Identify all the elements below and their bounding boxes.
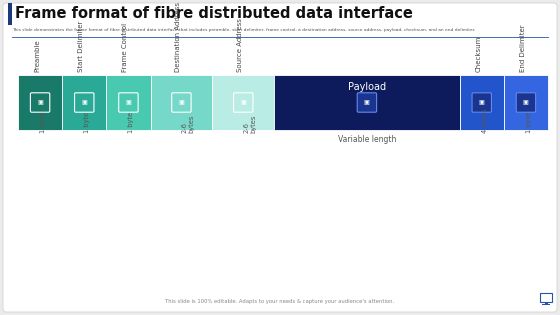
Text: ▣: ▣	[179, 100, 184, 105]
Bar	[274, 75, 460, 130]
Bar	[106, 75, 151, 130]
Text: End Delimiter: End Delimiter	[520, 24, 526, 72]
Text: ▣: ▣	[37, 100, 43, 105]
Text: 2-6
bytes: 2-6 bytes	[181, 115, 194, 133]
FancyBboxPatch shape	[3, 3, 557, 312]
FancyBboxPatch shape	[172, 93, 191, 112]
Text: ▣: ▣	[479, 100, 485, 105]
Text: 1 byte: 1 byte	[84, 112, 90, 133]
FancyBboxPatch shape	[516, 93, 535, 112]
Bar	[212, 75, 274, 130]
Bar	[62, 75, 106, 130]
Text: ▣: ▣	[523, 100, 529, 105]
Bar	[8, 3, 12, 25]
FancyBboxPatch shape	[74, 93, 94, 112]
Bar	[544, 301, 548, 304]
Text: Start Delimiter: Start Delimiter	[78, 20, 84, 72]
Text: ▣: ▣	[240, 100, 246, 105]
Text: ▣: ▣	[125, 100, 132, 105]
Text: 4 bytes: 4 bytes	[482, 108, 488, 133]
Text: 1 byte: 1 byte	[40, 112, 46, 133]
Text: ▣: ▣	[81, 100, 87, 105]
FancyBboxPatch shape	[472, 93, 492, 112]
Bar	[18, 75, 62, 130]
Bar	[542, 304, 550, 305]
FancyBboxPatch shape	[357, 93, 377, 112]
Text: Source Address: Source Address	[237, 18, 243, 72]
Text: Payload: Payload	[348, 82, 386, 91]
Text: Frame Control: Frame Control	[123, 23, 128, 72]
Text: Frame format of fibre distributed data interface: Frame format of fibre distributed data i…	[15, 7, 413, 21]
Text: ▣: ▣	[364, 100, 370, 105]
Text: 2-6
bytes: 2-6 bytes	[243, 115, 256, 133]
Text: Checksum: Checksum	[476, 36, 482, 72]
Text: Destination Address: Destination Address	[175, 2, 181, 72]
Bar	[460, 75, 504, 130]
Text: 1 byte: 1 byte	[128, 112, 134, 133]
FancyBboxPatch shape	[119, 93, 138, 112]
Text: Variable length: Variable length	[338, 135, 396, 144]
FancyBboxPatch shape	[234, 93, 253, 112]
FancyBboxPatch shape	[30, 93, 50, 112]
Text: 1 byte: 1 byte	[526, 112, 532, 133]
Bar	[540, 293, 552, 302]
Text: Preamble: Preamble	[34, 39, 40, 72]
Text: This slide demonstrates the frame format of fibre distributed data interface tha: This slide demonstrates the frame format…	[12, 28, 475, 32]
Bar	[504, 75, 548, 130]
Bar	[151, 75, 212, 130]
Text: This slide is 100% editable. Adapts to your needs & capture your audience's atte: This slide is 100% editable. Adapts to y…	[165, 299, 395, 304]
